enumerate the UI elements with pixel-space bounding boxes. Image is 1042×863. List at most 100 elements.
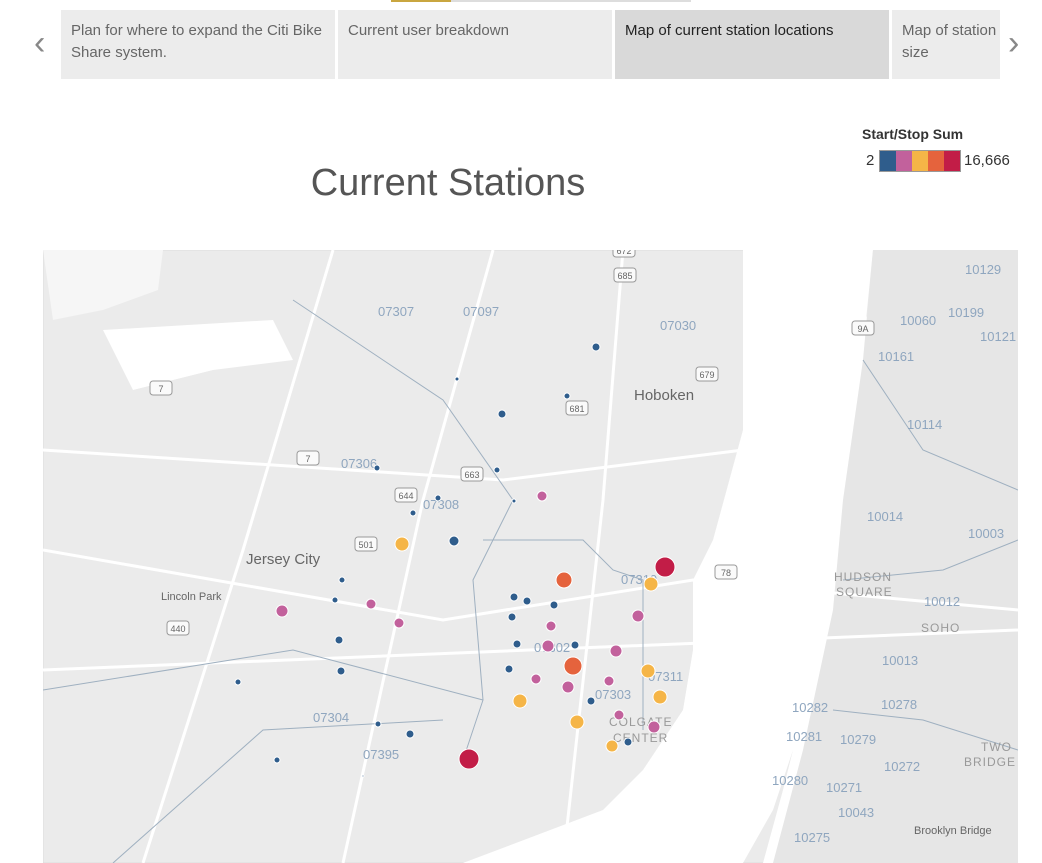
station-dot	[331, 596, 339, 604]
map-label: 10013	[882, 653, 918, 668]
map-label: 10161	[878, 349, 914, 364]
road-shield-label: 7	[305, 454, 310, 464]
map: 07307 07097 07030 Hoboken 10129 10199 10060 101…	[43, 250, 1018, 863]
station-dot	[654, 556, 676, 578]
map-label: 07097	[463, 304, 499, 319]
map-label: 10199	[948, 305, 984, 320]
map-label: 10275	[794, 830, 830, 845]
title: Current Stations	[310, 162, 586, 204]
map-label: Jersey City	[246, 551, 321, 568]
road-shield	[851, 320, 875, 336]
station-dot	[504, 664, 514, 674]
map-label: 10278	[881, 697, 917, 712]
station-dot	[497, 409, 507, 419]
map-label: 10114	[907, 417, 942, 432]
tab[interactable]: Plan for where to expand the Citi Bike S…	[61, 10, 335, 79]
map-label: 10279	[840, 732, 876, 747]
legend-max: 16,666	[964, 152, 1010, 169]
tab[interactable]: Map of station locations by household si…	[892, 10, 1000, 79]
station-dot	[454, 376, 460, 382]
station-dot	[522, 596, 532, 606]
station-dot	[361, 774, 365, 778]
station-dot	[591, 342, 601, 352]
road-shield-label: 685	[617, 271, 632, 281]
map-label: SQUARE	[836, 585, 893, 599]
station-dot	[586, 696, 596, 706]
map-label: 07306	[341, 456, 377, 471]
station-dot	[374, 720, 382, 728]
prev-arrow[interactable]: ‹	[34, 24, 46, 62]
station-dot	[336, 666, 346, 676]
tab[interactable]: Current user breakdown	[338, 10, 612, 79]
station-dot	[275, 604, 289, 618]
road-shield	[460, 466, 484, 482]
legend-swatch	[880, 151, 896, 171]
road-shield-label: 440	[170, 624, 185, 634]
station-dot	[536, 490, 548, 502]
station-dot	[640, 663, 656, 679]
station-dot	[509, 592, 519, 602]
station-dot	[603, 675, 615, 687]
station-dot	[541, 639, 555, 653]
station-dot	[365, 598, 377, 610]
map-label: 07303	[595, 687, 631, 702]
road-shield-label: 7	[158, 384, 163, 394]
map-label: 10014	[867, 509, 903, 524]
road-shield	[296, 450, 320, 466]
map-label: BRIDGE	[964, 755, 1016, 769]
map-label: 10043	[838, 805, 874, 820]
station-dot	[234, 678, 242, 686]
station-dot	[409, 509, 417, 517]
map-label: 07395	[363, 747, 399, 762]
map-label: 07308	[423, 497, 459, 512]
station-dot	[652, 689, 668, 705]
map-label: 10003	[968, 526, 1004, 541]
station-dot	[448, 535, 460, 547]
tab[interactable]: Map of current station locations	[615, 10, 889, 79]
station-dot	[570, 640, 580, 650]
map-label: 10012	[924, 594, 960, 609]
map-label: Hoboken	[634, 387, 694, 404]
station-dot	[394, 536, 410, 552]
station-dot	[549, 600, 559, 610]
station-dot	[545, 620, 557, 632]
station-dot	[373, 464, 381, 472]
legend-swatch	[912, 151, 928, 171]
legend-ramp	[879, 150, 961, 172]
station-dot	[563, 392, 571, 400]
map-label: 07311	[648, 669, 683, 684]
station-dot	[512, 693, 528, 709]
station-dot	[605, 739, 619, 753]
map-label: CENTER	[613, 731, 668, 745]
station-dot	[512, 639, 522, 649]
road-shield	[149, 380, 173, 396]
map-label: 10280	[772, 773, 808, 788]
station-dot	[273, 756, 281, 764]
map-label: Lincoln Park	[161, 591, 222, 603]
road-shield	[394, 487, 418, 503]
legend-swatch	[944, 151, 960, 171]
station-dot	[631, 609, 645, 623]
station-dot	[530, 673, 542, 685]
station-dot	[643, 576, 659, 592]
map-label: 07030	[660, 318, 696, 333]
road-shield	[613, 267, 637, 283]
station-dot	[493, 466, 501, 474]
next-arrow[interactable]: ›	[1008, 24, 1020, 62]
road-shield-label: 644	[398, 491, 413, 501]
road-shield	[612, 250, 636, 258]
station-dot	[405, 729, 415, 739]
road-shield-label: 672	[616, 250, 631, 256]
station-dot	[507, 612, 517, 622]
map-label: 10271	[826, 780, 862, 795]
road-shield-label: 78	[721, 568, 731, 578]
map-label: Brooklyn Bridge	[914, 825, 992, 837]
road-shield	[166, 620, 190, 636]
map-label: TWO	[981, 740, 1012, 754]
map-label: 10272	[884, 759, 920, 774]
map-label: 10060	[900, 313, 936, 328]
legend-swatch	[928, 151, 944, 171]
legend-swatch	[896, 151, 912, 171]
station-dot	[334, 635, 344, 645]
